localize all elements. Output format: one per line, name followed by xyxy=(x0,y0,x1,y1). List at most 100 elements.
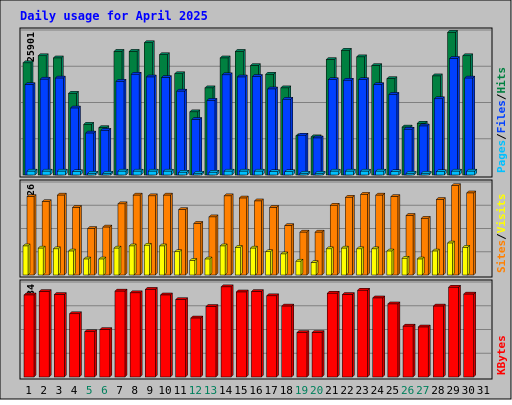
bar-visits-8 xyxy=(128,243,137,276)
bar-files-26 xyxy=(403,126,415,176)
bar-pages-30-front xyxy=(466,170,475,176)
bar-pages-23-top xyxy=(359,168,372,172)
bar-pages-28-front xyxy=(436,171,445,176)
bar-sites-12 xyxy=(193,220,204,276)
bar-files-25-front xyxy=(388,94,398,176)
bar-visits-26-front xyxy=(401,258,408,276)
bar-hits-26-top xyxy=(401,124,413,128)
bar-files-9 xyxy=(145,74,157,176)
bar-pages-6-top xyxy=(102,171,114,174)
bar-files-5 xyxy=(85,130,97,176)
bar-visits-9 xyxy=(143,242,152,276)
bar-sites-19-top xyxy=(299,229,310,233)
bar-sites-10-front xyxy=(163,194,171,276)
bar-visits-24 xyxy=(371,246,380,276)
bar-kbytes-28-front xyxy=(433,305,444,378)
bar-pages-29 xyxy=(450,168,463,176)
bar-visits-23-front xyxy=(356,248,362,276)
bar-files-16-front xyxy=(252,76,261,176)
bar-visits-15-front xyxy=(235,247,241,276)
bar-kbytes-23-front xyxy=(357,290,368,378)
bar-hits-29-top xyxy=(446,30,459,33)
bar-visits-3 xyxy=(52,246,61,276)
x-tick-label: 24 xyxy=(371,384,385,397)
bar-hits-18-top xyxy=(280,85,292,89)
series-visits xyxy=(22,240,471,276)
bar-visits-21-front xyxy=(325,248,332,276)
bar-visits-13 xyxy=(204,256,213,276)
bar-files-16-side xyxy=(260,73,263,176)
bar-pages-8 xyxy=(132,168,144,176)
bar-kbytes-8-side xyxy=(139,290,143,378)
bar-sites-15 xyxy=(238,195,249,276)
bar-pages-1-top xyxy=(26,168,38,172)
bar-hits-8-top xyxy=(128,49,140,52)
bar-visits-24-front xyxy=(371,248,377,276)
x-tick-label: 8 xyxy=(131,384,138,397)
bar-hits-28-top xyxy=(431,73,443,77)
bar-files-1-front xyxy=(24,84,34,176)
legend-kbytes: KBytes xyxy=(495,335,508,375)
bar-files-23-top xyxy=(357,77,370,80)
bar-visits-29 xyxy=(446,240,456,276)
bar-files-18-front xyxy=(282,99,291,176)
bar-visits-7-front xyxy=(113,247,120,276)
bar-sites-17 xyxy=(268,204,280,276)
bar-files-10-front xyxy=(161,77,170,176)
bar-pages-13 xyxy=(208,169,220,176)
bar-pages-2-front xyxy=(41,170,51,176)
bar-kbytes-5-front xyxy=(84,331,95,378)
bar-files-29-side xyxy=(457,55,460,176)
bar-sites-29-front xyxy=(451,185,459,276)
bar-sites-5-side xyxy=(94,225,97,276)
bar-visits-30-front xyxy=(462,247,468,276)
legend-entry: / xyxy=(495,133,508,140)
bar-kbytes-13-side xyxy=(215,303,219,378)
bar-visits-9-front xyxy=(144,244,150,276)
bar-kbytes-6-front xyxy=(99,329,111,378)
bar-sites-9-front xyxy=(148,195,156,276)
bar-files-5-front xyxy=(85,132,94,176)
bar-hits-16-top xyxy=(249,63,262,66)
x-tick-label: 31 xyxy=(477,384,490,397)
bar-hits-1-top xyxy=(22,60,34,64)
bar-files-12-top xyxy=(191,117,203,120)
bar-kbytes-1-front xyxy=(23,294,35,378)
bar-visits-22-front xyxy=(341,247,347,276)
bar-pages-3 xyxy=(56,168,68,176)
bar-pages-7-top xyxy=(117,168,129,172)
bar-kbytes-20-front xyxy=(311,332,323,378)
legend-entry: Sites xyxy=(495,240,508,273)
bar-sites-13-side xyxy=(215,214,219,276)
bar-files-7-side xyxy=(123,78,127,176)
bar-files-8-top xyxy=(130,72,142,75)
bar-files-29-top xyxy=(448,56,461,59)
bar-pages-16-front xyxy=(254,170,263,176)
bar-visits-25 xyxy=(386,248,395,276)
legend-entry: Pages xyxy=(495,140,508,173)
bar-visits-18-side xyxy=(285,251,288,276)
bar-pages-8-front xyxy=(132,170,142,176)
bar-files-21-front xyxy=(327,79,337,176)
bar-files-17-front xyxy=(267,88,276,176)
bar-kbytes-19-front xyxy=(296,332,308,378)
bar-kbytes-27-top xyxy=(417,324,431,328)
bar-files-2-front xyxy=(39,78,49,176)
bar-files-3-top xyxy=(54,75,66,79)
x-tick-label: 27 xyxy=(416,384,429,397)
bar-kbytes-28-side xyxy=(443,303,446,378)
bar-files-25-side xyxy=(396,91,400,176)
bar-sites-1-top xyxy=(26,194,37,197)
bar-kbytes-30-top xyxy=(463,291,477,295)
bar-pages-18-front xyxy=(284,171,293,176)
bar-pages-17-top xyxy=(268,169,281,172)
bar-kbytes-20 xyxy=(311,329,325,378)
bar-kbytes-24-side xyxy=(382,295,385,378)
x-tick-label: 2 xyxy=(40,384,47,397)
bar-files-12-front xyxy=(191,119,201,176)
bar-pages-9 xyxy=(147,168,159,176)
bar-sites-27-front xyxy=(420,218,429,276)
bar-pages-25 xyxy=(390,169,402,176)
x-tick-label: 17 xyxy=(265,384,278,397)
bar-sites-24-side xyxy=(382,192,385,276)
